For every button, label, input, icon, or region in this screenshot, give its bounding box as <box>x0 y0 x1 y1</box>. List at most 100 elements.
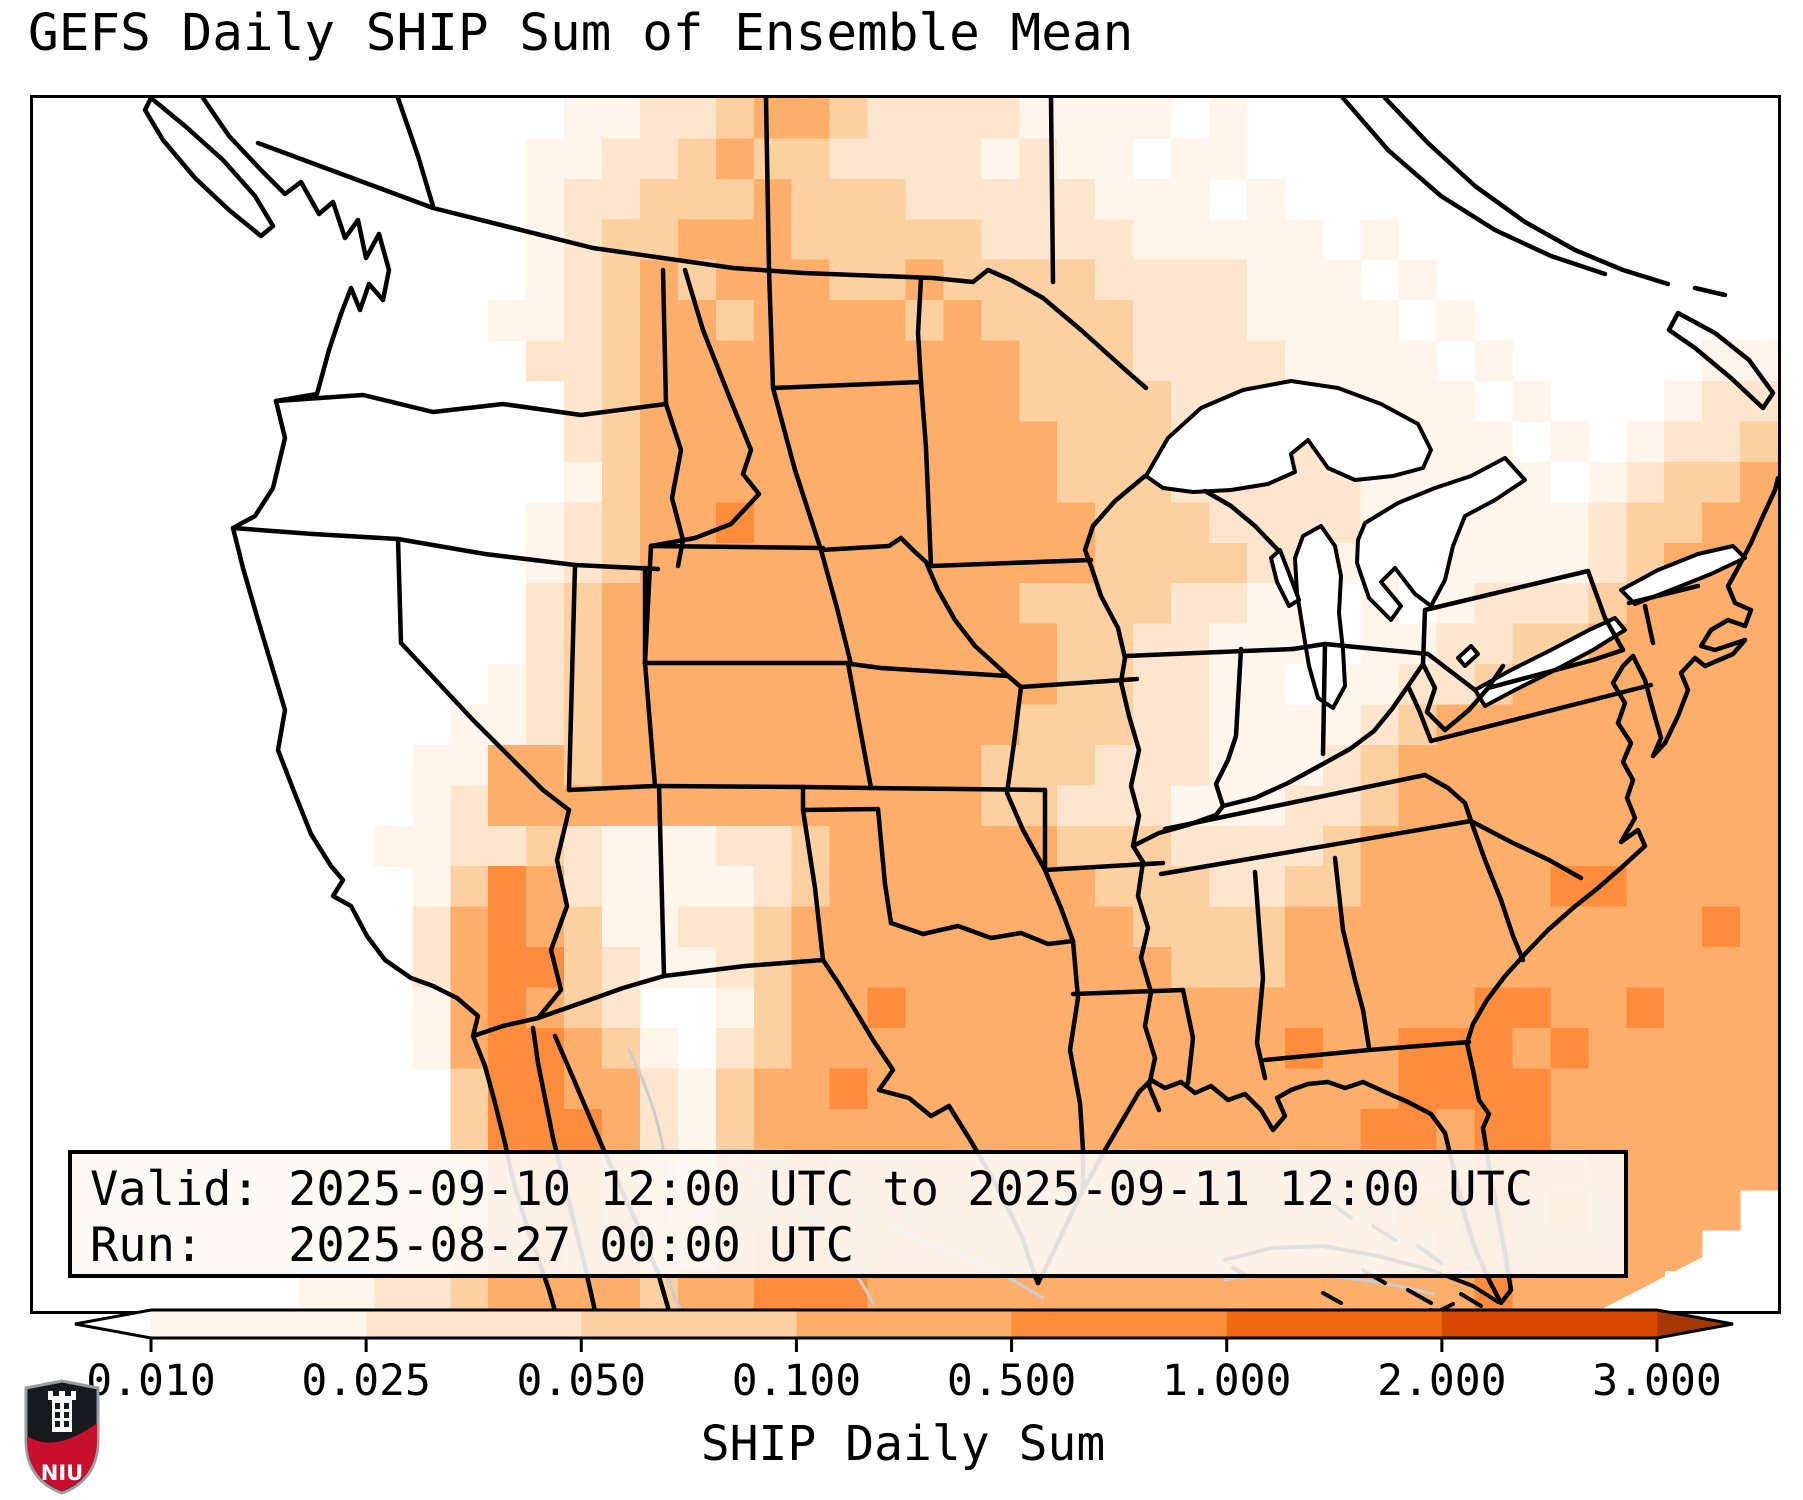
ca-nv-border <box>395 536 572 813</box>
colorbar-segment <box>1441 1310 1658 1338</box>
niu-logo-text: NIU <box>41 1461 83 1485</box>
wa-id-border <box>660 267 669 407</box>
st-lawrence-north-shore <box>1340 98 1608 277</box>
colorbar-under-arrow <box>75 1310 151 1338</box>
parallel-37 <box>652 783 1048 793</box>
st-lawrence-south-shore <box>1382 98 1671 287</box>
wi-il-border <box>1123 646 1296 659</box>
mt-wy-border <box>648 543 826 551</box>
meridian-104-fan <box>763 98 854 667</box>
valid-run-info-box: Valid: 2025-09-10 12:00 UTC to 2025-09-1… <box>68 1150 1628 1278</box>
parallel-42 <box>230 525 661 572</box>
ky-tn-border <box>1162 772 1428 832</box>
va-nc-border <box>1428 682 1654 744</box>
tn-nc-border <box>1422 772 1474 824</box>
la-ms-border <box>1180 987 1196 1086</box>
ia-mo-border <box>1018 676 1140 690</box>
niu-logo: NIU <box>24 1379 100 1495</box>
or-id-border <box>663 401 686 569</box>
lake-superior <box>1144 379 1433 494</box>
canada-border-49 <box>255 140 1149 391</box>
prince-edward-island <box>1692 285 1728 298</box>
great-lakes <box>1144 379 1747 710</box>
in-oh-border <box>1320 641 1328 757</box>
ky-va-border <box>1405 683 1434 744</box>
ship-heatmap-grid <box>298 98 1778 1311</box>
nc-sc-border <box>1468 818 1584 881</box>
colorbar-over-arrow <box>1657 1310 1733 1338</box>
niu-shield-red-swoosh <box>27 1423 97 1491</box>
nd-sd-border <box>770 379 924 391</box>
colorbar-segment <box>151 1310 367 1338</box>
ut-nv-border <box>566 562 578 793</box>
niu-castle-icon <box>48 1391 76 1432</box>
tx-panhandle-west <box>800 807 826 963</box>
mb-on-border <box>1048 98 1056 285</box>
pa-east-border <box>1585 568 1626 653</box>
colorbar-ticks <box>149 1338 1659 1352</box>
co-east-border <box>845 660 874 791</box>
sd-ne-border <box>818 535 929 565</box>
pacific-coast <box>230 311 558 1311</box>
ne-ia-missouri-river <box>923 559 1011 679</box>
tn-south-border <box>1158 818 1474 877</box>
nm-mexico-border <box>661 957 826 979</box>
colorbar <box>74 1308 1734 1352</box>
mississippi-river <box>1082 473 1162 1113</box>
colorado-river-border <box>535 807 572 1021</box>
mn-west-border <box>915 275 934 569</box>
az-nm-border <box>656 783 667 979</box>
colorbar-segment <box>796 1310 1013 1338</box>
red-river <box>888 920 1076 947</box>
mi-south-border <box>1290 641 1478 693</box>
il-in-border <box>1213 646 1244 809</box>
colorbar-tick-label: 0.050 <box>516 1356 647 1406</box>
ship-map <box>33 98 1778 1311</box>
lake-st-clair <box>1456 644 1480 668</box>
ms-al-border <box>1252 869 1268 1081</box>
colorbar-axis-label: SHIP Daily Sum <box>700 1416 1106 1472</box>
oh-pa-border <box>1420 607 1428 667</box>
colorbar-tick-labels: 0.010 0.025 0.050 0.100 0.500 1.000 2.000 3.000 <box>0 1356 1803 1408</box>
ok-ar-border <box>1042 787 1076 944</box>
ut-co-border <box>642 660 658 789</box>
ut-az-border <box>566 783 658 793</box>
pa-ny-border <box>1422 568 1591 613</box>
mexico-border-west <box>470 973 667 1039</box>
md-pa-border <box>1485 647 1626 691</box>
colorbar-segment <box>581 1310 797 1338</box>
valid-time-text: Valid: 2025-09-10 12:00 UTC to 2025-09-1… <box>90 1162 1534 1217</box>
bc-ab-border <box>395 98 436 209</box>
mi-wi-border <box>1202 488 1281 553</box>
ga-fl-border <box>1262 1039 1472 1063</box>
bc-coast <box>200 98 392 317</box>
al-ga-border <box>1332 855 1372 1051</box>
lake-erie <box>1473 616 1627 708</box>
run-time-text: Run: 2025-08-27 00:00 UTC <box>90 1218 855 1273</box>
colorbar-tick-label: 0.025 <box>301 1356 431 1406</box>
colorbar-segment <box>366 1310 582 1338</box>
colorbar-segment <box>1011 1310 1228 1338</box>
gulf-atlantic-coast <box>1035 475 1778 1306</box>
ok-panhandle <box>800 784 894 926</box>
mo-west-border <box>1004 684 1048 873</box>
mo-ar-border <box>1042 860 1166 873</box>
domain-edge-wedge-right <box>1598 1218 1778 1311</box>
vancouver-island <box>142 98 276 239</box>
colorbar-tick-label: 2.000 <box>1377 1356 1507 1406</box>
nova-scotia <box>1666 310 1776 411</box>
colorbar-tick-label: 3.000 <box>1592 1356 1722 1406</box>
mn-ia-border <box>928 557 1094 569</box>
colorbar-tick-label: 1.000 <box>1161 1356 1292 1406</box>
colorbar-tick-label: 0.100 <box>731 1356 862 1406</box>
ne-ks-border <box>848 661 1024 690</box>
ga-sc-border <box>1468 818 1526 963</box>
niu-castle-windows <box>55 1403 69 1427</box>
colorbar-tick-label: 0.500 <box>946 1356 1077 1406</box>
ar-la-border <box>1070 987 1186 997</box>
lake-huron <box>1355 456 1527 622</box>
page-title: GEFS Daily SHIP Sum of Ensemble Mean <box>28 4 1134 63</box>
map-panel <box>30 95 1781 1314</box>
id-mt-border <box>648 267 762 549</box>
colorbar-tick-label: 0.010 <box>86 1356 216 1406</box>
